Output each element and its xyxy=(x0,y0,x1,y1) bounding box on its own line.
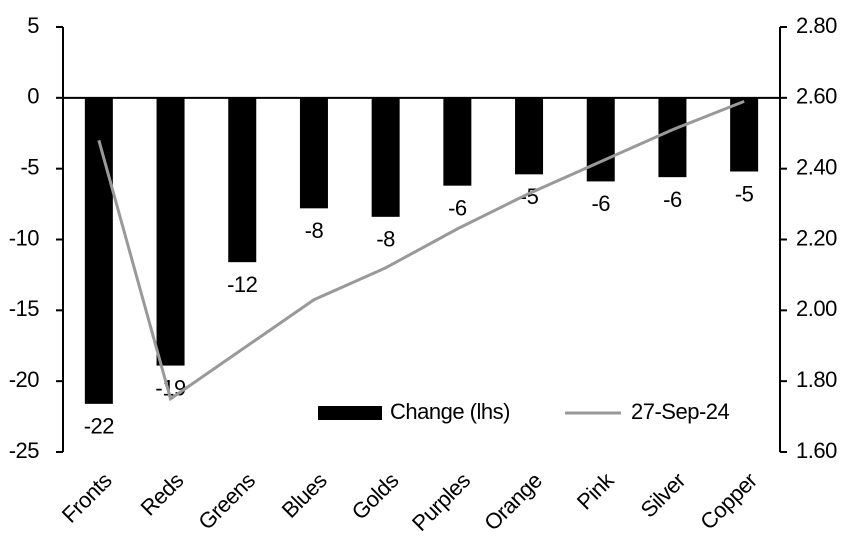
y2-tick-label: 2.40 xyxy=(796,154,837,179)
x-tick-label: Purples xyxy=(407,468,475,536)
bar xyxy=(586,97,615,182)
y2-tick-label: 2.60 xyxy=(796,84,837,109)
value-label: -12 xyxy=(227,272,258,297)
x-tick-label: Orange xyxy=(479,468,547,536)
x-tick-label: Fronts xyxy=(57,468,117,528)
x-tick-label: Greens xyxy=(193,468,260,535)
line xyxy=(97,99,745,402)
y2-tick-label: 2.00 xyxy=(796,296,837,321)
legend-label: Change (lhs) xyxy=(390,399,510,424)
y-tick-label: -15 xyxy=(9,296,40,321)
y2-tick-label: 2.20 xyxy=(796,225,837,250)
value-label: -8 xyxy=(376,227,395,252)
x-tick-label: Golds xyxy=(347,468,404,525)
y2-tick-label: 1.80 xyxy=(796,367,837,392)
bar xyxy=(299,97,328,209)
value-label: -6 xyxy=(448,195,467,220)
bar xyxy=(371,97,400,217)
y-tick-label: -5 xyxy=(20,154,39,179)
value-label: -8 xyxy=(305,218,324,243)
value-label: -5 xyxy=(735,181,754,206)
value-label: -6 xyxy=(663,187,682,212)
y2-tick-label: 2.80 xyxy=(796,13,837,38)
bar xyxy=(443,97,472,186)
legend-label: 27-Sep-24 xyxy=(631,399,730,424)
legend-swatch xyxy=(318,406,382,420)
y-tick-label: -25 xyxy=(9,438,40,463)
x-tick-label: Reds xyxy=(136,468,189,521)
value-label: -6 xyxy=(591,191,610,216)
y-tick-label: -20 xyxy=(9,367,40,392)
x-tick-label: Pink xyxy=(572,467,620,515)
y2-tick-label: 1.60 xyxy=(796,438,837,463)
bar xyxy=(730,97,759,172)
bar xyxy=(156,97,185,366)
y-tick-label: 0 xyxy=(27,84,39,109)
y-tick-label: 5 xyxy=(27,13,39,38)
bar xyxy=(658,97,687,178)
x-tick-label: Silver xyxy=(636,468,691,523)
bar xyxy=(84,97,113,404)
bar xyxy=(228,97,257,263)
bar xyxy=(515,97,544,175)
x-tick-label: Copper xyxy=(695,468,762,535)
x-tick-label: Blues xyxy=(277,468,332,523)
y-tick-label: -10 xyxy=(9,225,40,250)
value-label: -22 xyxy=(84,414,115,439)
